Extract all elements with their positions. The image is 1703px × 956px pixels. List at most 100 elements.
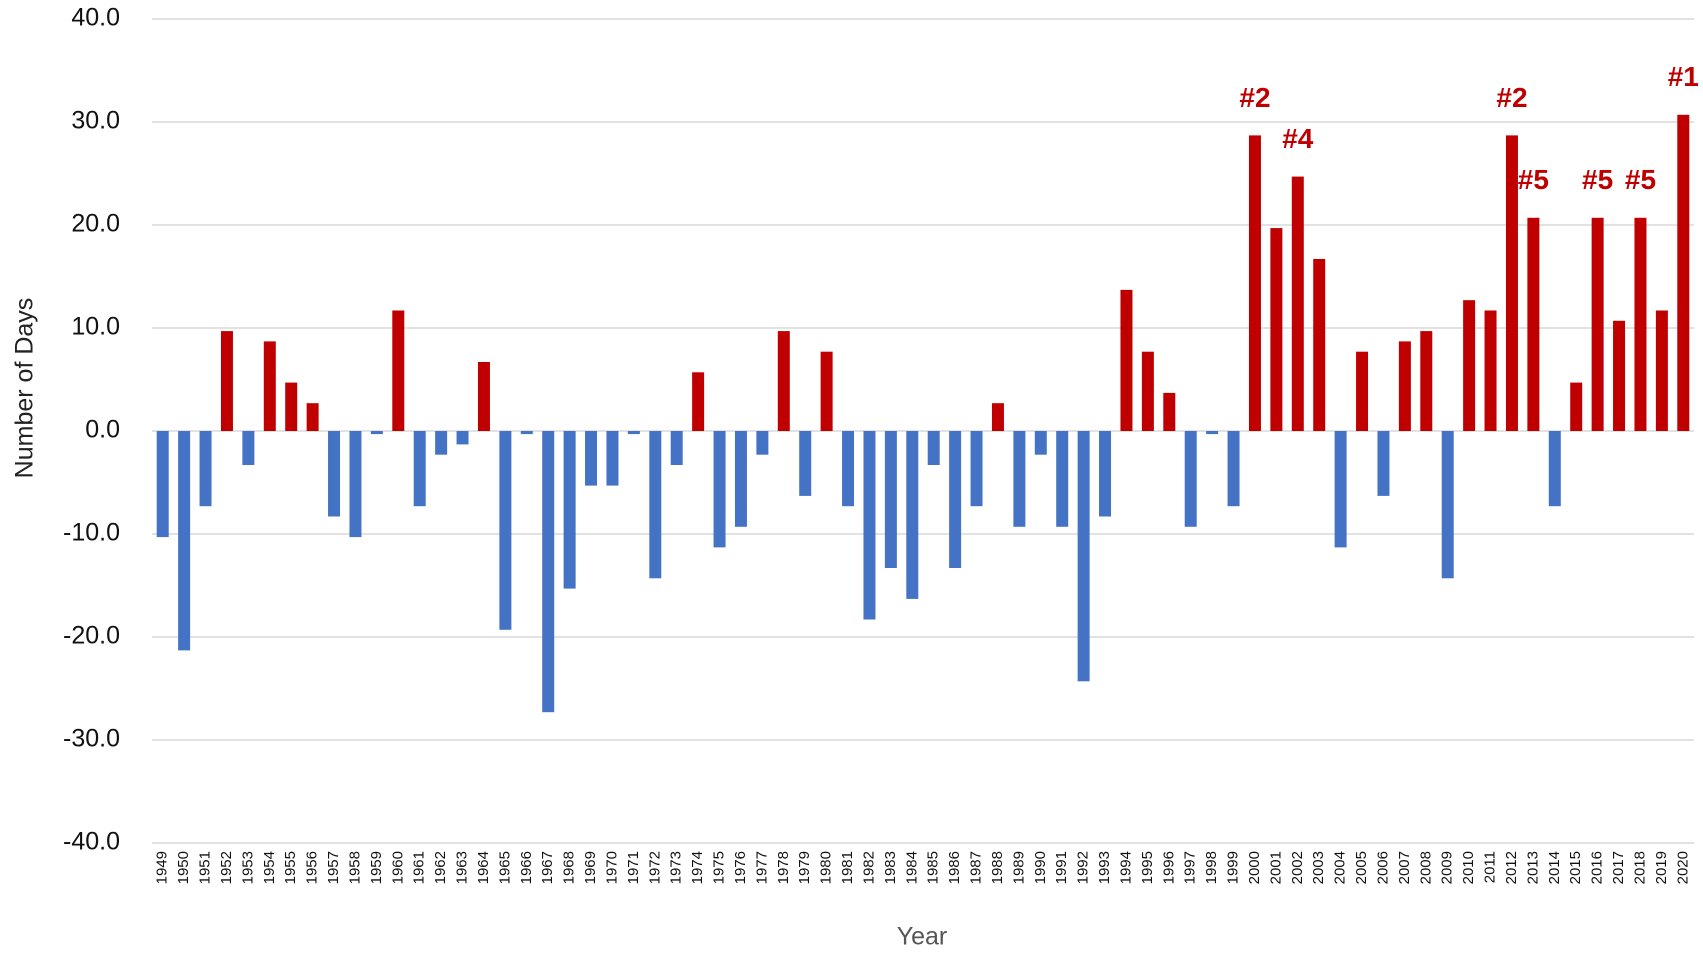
x-tick-label: 2009: [1439, 851, 1456, 884]
bar: [1548, 431, 1561, 507]
x-tick-label: 2003: [1310, 851, 1327, 884]
bar: [456, 431, 469, 445]
bar: [670, 431, 683, 465]
rank-annotation: #5: [1625, 164, 1656, 195]
x-tick-label: 1963: [454, 851, 471, 884]
x-tick-label: 2018: [1631, 851, 1648, 884]
bar: [306, 403, 319, 431]
bar: [1206, 431, 1219, 435]
x-tick-label: 2011: [1482, 851, 1499, 883]
bar: [156, 431, 169, 538]
x-tick-label: 1984: [903, 851, 920, 884]
x-tick-label: 2013: [1524, 851, 1541, 884]
y-tick-label: -40.0: [63, 828, 120, 856]
bar: [220, 331, 233, 431]
bar: [991, 403, 1004, 431]
bar: [349, 431, 362, 538]
bar: [949, 431, 962, 568]
x-tick-label: 1988: [989, 851, 1006, 884]
bar: [392, 310, 405, 431]
x-tick-label: 1973: [668, 851, 685, 884]
x-tick-label: 1953: [239, 851, 256, 884]
x-tick-label: 1951: [197, 851, 214, 884]
x-tick-label: 1996: [1160, 851, 1177, 884]
bar: [692, 372, 705, 431]
y-tick-label: 30.0: [71, 107, 120, 135]
bar: [906, 431, 919, 599]
x-tick-label: 2010: [1460, 851, 1477, 884]
x-tick-label: 1958: [346, 851, 363, 884]
bar: [1248, 135, 1261, 431]
bar: [627, 431, 640, 435]
x-tick-label: 1967: [539, 851, 556, 884]
x-tick-label: 1999: [1225, 851, 1242, 884]
y-tick-label: 40.0: [71, 4, 120, 32]
x-tick-label: 1995: [1139, 851, 1156, 884]
bar: [734, 431, 747, 527]
bar: [1570, 382, 1583, 431]
bar: [285, 382, 298, 431]
x-tick-label: 1993: [1096, 851, 1113, 884]
bar: [542, 431, 555, 713]
x-tick-label: 1964: [475, 851, 492, 884]
bar: [1463, 300, 1476, 431]
bar: [1655, 310, 1668, 431]
bar: [927, 431, 940, 465]
x-tick-label: 2002: [1289, 851, 1306, 884]
y-tick-label: 10.0: [71, 313, 120, 341]
bar: [370, 431, 383, 435]
x-tick-label: 1971: [625, 851, 642, 884]
x-tick-label: 1976: [732, 851, 749, 884]
x-tick-label: 1970: [603, 851, 620, 884]
bar: [1634, 217, 1647, 431]
x-tick-label: 2020: [1674, 851, 1691, 884]
y-axis-title: Number of Days: [11, 298, 39, 479]
x-tick-label: 1955: [282, 851, 299, 884]
x-tick-label: 1956: [304, 851, 321, 884]
y-tick-label: 0.0: [85, 416, 120, 444]
bar: [820, 351, 833, 431]
x-tick-label: 1990: [1032, 851, 1049, 884]
bar: [242, 431, 255, 465]
bar: [563, 431, 576, 589]
x-tick-label: 1974: [689, 851, 706, 884]
y-tick-label: -30.0: [63, 725, 120, 753]
bar: [1184, 431, 1197, 527]
x-tick-label: 1949: [154, 851, 171, 884]
bar: [1484, 310, 1497, 431]
x-tick-label: 2017: [1610, 851, 1627, 884]
bar: [263, 341, 276, 431]
x-tick-label: 1982: [860, 851, 877, 884]
x-tick-label: 2006: [1374, 851, 1391, 884]
y-tick-label: 20.0: [71, 210, 120, 238]
x-tick-label: 1985: [925, 851, 942, 884]
bar: [1334, 431, 1347, 548]
x-tick-label: 2001: [1267, 851, 1284, 884]
rank-annotation: #5: [1518, 164, 1549, 195]
bar: [713, 431, 726, 548]
bar: [606, 431, 619, 486]
bar: [970, 431, 983, 507]
x-tick-label: 1975: [711, 851, 728, 884]
rank-annotation: #1: [1668, 61, 1699, 92]
x-tick-label: 1997: [1182, 851, 1199, 884]
x-tick-label: 1961: [411, 851, 428, 884]
x-tick-label: 2008: [1417, 851, 1434, 884]
bar: [1677, 114, 1690, 431]
bar: [756, 431, 769, 455]
bar: [1270, 228, 1283, 431]
x-tick-label: 2004: [1332, 851, 1349, 884]
x-tick-label: 1966: [518, 851, 535, 884]
x-axis-title: Year: [897, 923, 948, 951]
bar: [1034, 431, 1047, 455]
bar: [178, 431, 191, 651]
x-tick-label: 1983: [882, 851, 899, 884]
bar: [1377, 431, 1390, 496]
x-tick-label: 1959: [368, 851, 385, 884]
x-tick-label: 1978: [775, 851, 792, 884]
rank-annotation: #4: [1282, 123, 1314, 154]
bar: [1013, 431, 1026, 527]
bar: [1227, 431, 1240, 507]
x-tick-label: 1962: [432, 851, 449, 884]
